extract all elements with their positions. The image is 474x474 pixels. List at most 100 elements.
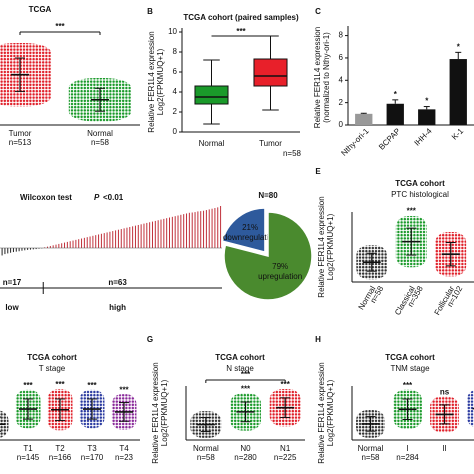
y-axis-label: Relative FER1L4 expression: [317, 362, 326, 463]
chart-subtitle: N stage: [226, 364, 254, 373]
significance: *: [457, 42, 461, 51]
panel-label: B: [147, 7, 153, 16]
y-tick-label: 2: [173, 107, 178, 116]
dot-cloud: [467, 390, 474, 428]
x-tick-label: II: [442, 444, 446, 453]
y-tick-label: 6: [339, 53, 344, 62]
y-tick-label: 10: [168, 27, 177, 36]
chart-subtitle: T stage: [39, 364, 66, 373]
y-axis-label: Log2(FPKMUQ+1): [156, 48, 165, 115]
y-axis-label: Relative FER1L4 expression: [151, 362, 160, 463]
box: [253, 58, 288, 87]
x-tick-label: I: [406, 444, 408, 453]
y-tick-label: 6: [173, 67, 178, 76]
n-label: n=58: [283, 149, 302, 158]
chart-title: TCGA cohort: [395, 179, 445, 188]
x-tick-label: Normal: [193, 444, 219, 453]
n-label: n=23: [115, 453, 134, 462]
n-label: n=58: [361, 453, 380, 462]
x-tick-label: Tumor: [9, 129, 32, 138]
x-tick-label: BCPAP: [377, 127, 402, 152]
slice-value-label: 79%: [272, 262, 288, 271]
x-tick-label: Nthy-ori-1: [339, 126, 371, 158]
y-axis-label: Relative FER1L4 expression: [313, 27, 322, 128]
x-tick-label: Tumor: [259, 139, 282, 148]
y-tick-label: 0: [173, 127, 178, 136]
y-axis-label: Log2(FPKMUQ+1): [160, 379, 169, 446]
group-n: n=17: [3, 278, 22, 287]
box: [194, 85, 229, 105]
chart-subtitle: TNM stage: [390, 364, 430, 373]
group-label: low: [5, 303, 19, 312]
group-label: high: [109, 303, 126, 312]
x-tick-label: N1: [280, 444, 291, 453]
bracket-label: ***: [241, 370, 251, 379]
significance: ns: [440, 388, 450, 397]
y-axis-label: (normalized to Nthy-ori-1): [322, 32, 331, 123]
y-tick-label: 8: [173, 47, 178, 56]
slice-name: downregulation: [223, 233, 277, 242]
chart-subtitle: PTC histological: [391, 190, 449, 199]
x-tick-label: Normal: [199, 139, 225, 148]
significance: ***: [87, 381, 97, 390]
x-tick-label: T3: [87, 444, 97, 453]
bar: [355, 113, 373, 125]
panel-label: H: [315, 335, 321, 344]
significance: *: [394, 90, 398, 99]
n-label: n=170: [81, 453, 104, 462]
bar: [449, 59, 467, 125]
significance: ***: [407, 206, 417, 215]
y-axis-label: Relative FER1L4 expression: [317, 196, 326, 297]
panel-label: E: [315, 167, 321, 176]
pie-slice: [223, 211, 313, 301]
x-tick-label: T1: [23, 444, 33, 453]
significance: ***: [241, 384, 251, 393]
y-axis-label: Log2(FPKMUQ+1): [326, 379, 335, 446]
chart-title: TCGA cohort: [215, 353, 265, 362]
bar: [418, 109, 436, 125]
slice-value-label: 21%: [242, 223, 258, 232]
p-symbol: P: [94, 193, 100, 202]
pie-slice: [221, 207, 266, 254]
n-label: n=166: [49, 453, 72, 462]
significance: ***: [119, 385, 129, 394]
chart-title: TCGA cohort (paired samples): [183, 13, 299, 22]
significance: ***: [23, 381, 33, 390]
significance: *: [425, 97, 429, 106]
group-n: n=63: [108, 278, 127, 287]
significance: ***: [280, 380, 290, 389]
n-label: n=225: [274, 453, 297, 462]
bracket-label: ***: [236, 27, 246, 36]
y-axis-label: Relative FER1L4 expression: [147, 31, 156, 132]
x-tick-label: K-1: [450, 126, 466, 142]
chart-title: TCGA: [29, 5, 52, 14]
chart-title: Wilcoxon test: [20, 193, 72, 202]
n-label: n=513: [9, 138, 32, 147]
n-label: n=58: [91, 138, 110, 147]
chart-title: TCGA cohort: [385, 353, 435, 362]
significance: ***: [403, 381, 413, 390]
panel-label: G: [147, 335, 153, 344]
bar: [386, 103, 404, 125]
y-tick-label: 8: [339, 31, 344, 40]
y-axis-label: Log2(FPKMUQ+1): [326, 213, 335, 280]
x-tick-label: IHH-4: [413, 126, 435, 148]
n-label: n=145: [17, 453, 40, 462]
x-tick-label: Normal: [358, 444, 384, 453]
n-label: n=58: [197, 453, 216, 462]
chart-title: TCGA cohort: [27, 353, 77, 362]
y-tick-label: 4: [173, 87, 178, 96]
x-tick-label: N0: [240, 444, 251, 453]
panel-label: C: [315, 7, 321, 16]
significance: ***: [55, 380, 65, 389]
chart-title: N=80: [258, 191, 278, 200]
x-tick-label: T2: [55, 444, 65, 453]
y-tick-label: 2: [339, 98, 344, 107]
bracket-label: ***: [55, 22, 65, 31]
slice-name: upregulation: [258, 272, 302, 281]
n-label: n=284: [396, 453, 419, 462]
y-tick-label: 0: [339, 120, 344, 129]
y-tick-label: 4: [339, 75, 344, 84]
x-tick-label: T4: [119, 444, 129, 453]
